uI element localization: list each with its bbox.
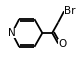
Text: Br: Br	[64, 6, 76, 16]
Text: N: N	[8, 28, 16, 38]
Text: O: O	[58, 39, 66, 49]
